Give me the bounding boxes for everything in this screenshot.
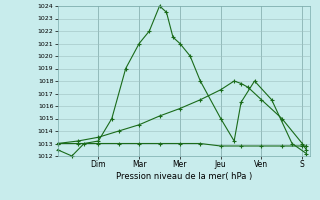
X-axis label: Pression niveau de la mer( hPa ): Pression niveau de la mer( hPa ) (116, 172, 252, 181)
